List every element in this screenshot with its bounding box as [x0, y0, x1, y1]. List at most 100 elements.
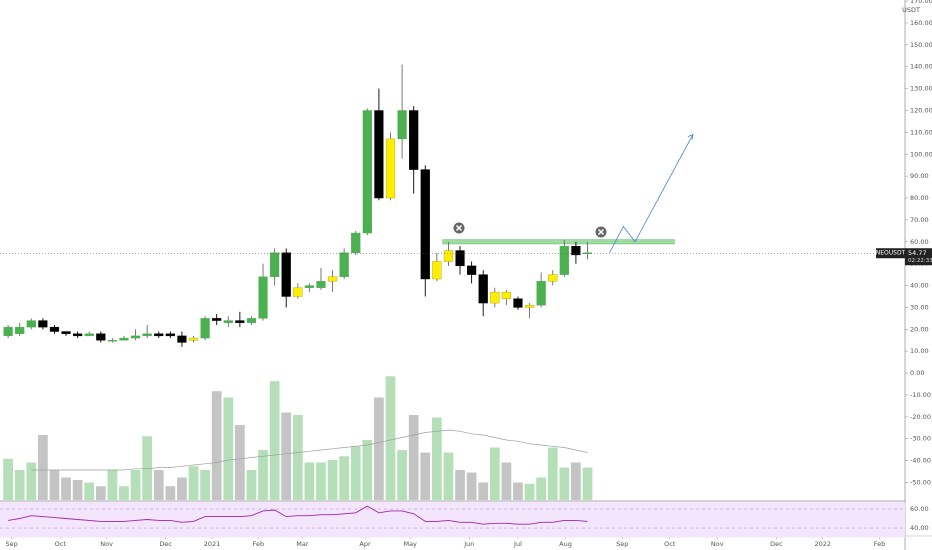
candle-body — [246, 318, 257, 323]
candle-body — [188, 337, 199, 341]
y-tick-label: 150.00 — [910, 41, 932, 49]
candle-body — [362, 110, 372, 234]
x-tick-label: Apr — [359, 540, 371, 548]
y-tick-label: 110.00 — [910, 128, 932, 136]
volume-bar — [165, 486, 176, 500]
countdown-label: 02:22:33 — [908, 258, 932, 264]
y-tick-label: 20.00 — [910, 325, 929, 333]
volume-bar — [49, 470, 60, 500]
x-tick-label: Feb — [253, 540, 265, 548]
candle-body — [223, 320, 233, 323]
volume-bar — [513, 482, 523, 500]
volume-bar — [547, 447, 558, 500]
x-tick-label: Dec — [770, 540, 783, 548]
alert-icon — [595, 226, 607, 238]
candle-body — [397, 110, 407, 140]
y-tick-label: 60.00 — [910, 238, 929, 246]
candle-body — [270, 252, 280, 278]
volume-ma-line — [31, 429, 588, 471]
x-tick-label: Jul — [513, 540, 522, 548]
candle-body — [3, 326, 13, 337]
y-tick-label: -40.00 — [910, 457, 931, 465]
candle-body — [200, 318, 210, 339]
candle-body — [281, 252, 291, 297]
candle-body — [409, 110, 419, 170]
volume-bar — [455, 470, 465, 500]
candle-body — [536, 280, 546, 306]
y-tick-label: 170.00 — [910, 0, 932, 5]
volume-bar — [339, 456, 350, 500]
alert-icon — [453, 222, 465, 234]
candle-body — [374, 110, 384, 199]
volume-bar — [536, 477, 547, 500]
x-tick-label: Mar — [296, 540, 309, 548]
candle-body — [524, 305, 535, 308]
x-tick-label: Aug — [559, 540, 572, 548]
volume-bar — [72, 480, 83, 500]
candle-body — [420, 169, 430, 280]
y-tick-label: 70.00 — [910, 216, 929, 224]
candle-body — [478, 274, 488, 304]
candle-body — [177, 335, 187, 343]
volume-bar — [582, 467, 593, 500]
candle-body — [15, 326, 25, 334]
volume-bar — [38, 435, 48, 500]
candle-body — [339, 252, 349, 278]
candle-body — [26, 320, 36, 328]
y-tick-label: 100.00 — [910, 150, 932, 158]
y-tick-label: 160.00 — [910, 19, 932, 27]
y-tick-label: 10.00 — [910, 347, 929, 355]
projection-arrowhead — [687, 133, 694, 140]
volume-bar — [385, 376, 396, 500]
candle-body — [130, 335, 141, 339]
candle-body — [142, 333, 152, 337]
candle-body — [293, 287, 303, 297]
price-badge — [905, 248, 932, 266]
candle-body — [258, 276, 268, 319]
volume-bar — [142, 436, 153, 500]
candle-body — [571, 245, 581, 256]
volume-bar — [14, 470, 25, 500]
candle-body — [548, 274, 558, 282]
y-tick-label: 30.00 — [910, 303, 929, 311]
y-tick-label: 0.00 — [910, 369, 924, 377]
x-tick-label: Jun — [463, 540, 474, 548]
volume-bar — [408, 415, 419, 500]
volume-bar — [269, 381, 280, 500]
rsi-tick-label: 60.00 — [910, 505, 929, 513]
symbol-label: NEOUSDT — [876, 250, 906, 257]
y-tick-label: -20.00 — [910, 413, 931, 421]
x-tick-label: Oct — [55, 540, 67, 548]
x-tick-label: Nov — [711, 540, 724, 548]
candle-body — [490, 291, 500, 304]
support-zone — [442, 239, 675, 245]
candle-body — [84, 333, 94, 337]
volume-bar — [350, 446, 361, 500]
candle-body — [73, 333, 83, 337]
volume-bar — [478, 482, 489, 500]
candle-body — [212, 318, 222, 321]
x-tick-label: 2022 — [814, 540, 831, 548]
candle-body — [61, 331, 71, 334]
candle-body — [455, 250, 465, 267]
volume-bar — [61, 477, 71, 500]
volume-bar — [292, 415, 303, 500]
symbol-badge — [876, 248, 905, 259]
y-tick-label: 80.00 — [910, 194, 929, 202]
volume-bar — [374, 397, 384, 500]
projection-line — [609, 134, 694, 253]
candle-body — [107, 340, 118, 342]
candle-body — [385, 138, 396, 199]
volume-bar — [107, 470, 118, 500]
rsi-line — [8, 505, 588, 525]
volume-bar — [188, 466, 199, 500]
volume-bar — [26, 462, 37, 500]
y-tick-label: -50.00 — [910, 478, 931, 486]
candle-body — [432, 261, 442, 280]
volume-bar — [246, 470, 257, 500]
last-price-label: 54.77 — [908, 249, 927, 257]
candle-body — [327, 276, 338, 282]
